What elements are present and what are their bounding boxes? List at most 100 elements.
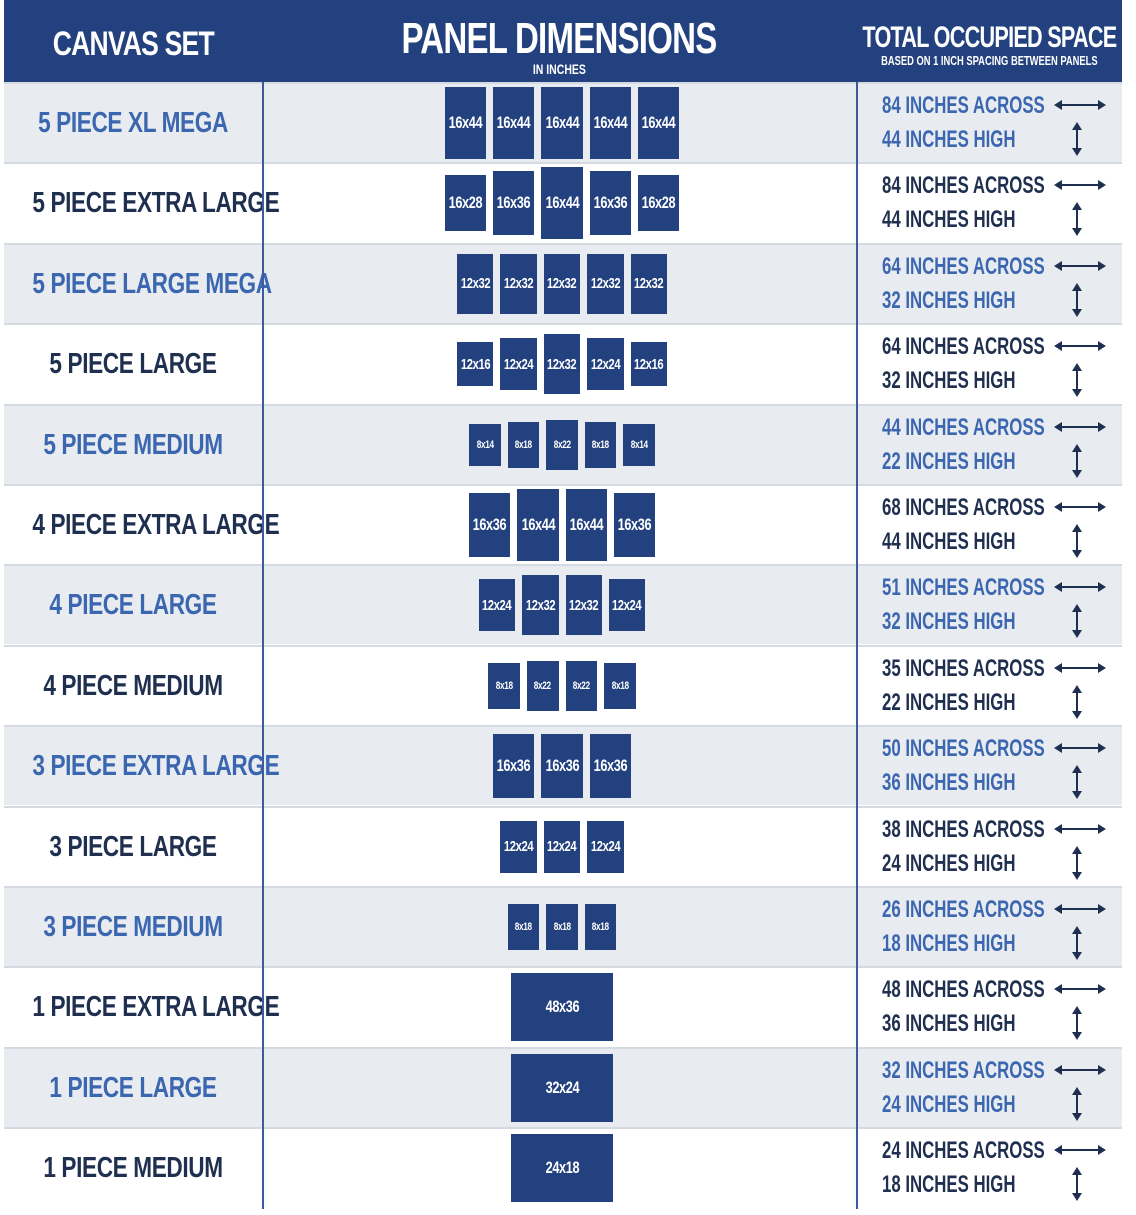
canvas-set-name: 5 PIECE LARGE — [49, 348, 217, 381]
panel-size-label: 16x44 — [641, 113, 676, 132]
panel-layout: 8x18 8x22 8x22 8x18 — [264, 647, 860, 725]
panel: 12x32 — [565, 575, 602, 636]
panel: 12x24 — [587, 820, 624, 873]
panel-size-label: 16x28 — [448, 193, 483, 213]
total-space-title: TOTAL OCCUPIED SPACE — [861, 21, 1117, 54]
panel: 8x14 — [623, 423, 655, 466]
panel: 12x24 — [500, 820, 537, 873]
table-row: 5 PIECE MEDIUM 8x14 8x18 8x22 8x18 8x14 44 I… — [4, 403, 1122, 484]
panel: 16x44 — [541, 87, 583, 159]
panel-layout: 24x18 — [264, 1129, 860, 1207]
panel: 16x44 — [541, 167, 583, 240]
table-row: 5 PIECE EXTRA LARGE 16x28 16x36 16x44 16x36… — [4, 162, 1122, 242]
panel-size-label: 16x44 — [521, 515, 555, 534]
panel-size-label: 16x44 — [593, 113, 627, 132]
height-high: 44 INCHES HIGH — [882, 126, 1016, 153]
panel-size-label: 8x14 — [476, 438, 494, 451]
panel-size-label: 12x24 — [503, 838, 534, 856]
column-divider — [262, 82, 264, 1209]
panel: 8x22 — [526, 660, 559, 711]
panel-size-label: 16x28 — [641, 193, 676, 213]
panel: 16x44 — [637, 87, 679, 159]
width-across: 48 INCHES ACROSS — [882, 976, 1045, 1004]
panel-size-label: 12x16 — [634, 355, 664, 373]
canvas-set-name: 3 PIECE LARGE — [49, 830, 217, 863]
height-high: 32 INCHES HIGH — [882, 367, 1016, 395]
panel-size-label: 8x18 — [514, 438, 532, 451]
panel-size-label: 8x18 — [514, 921, 532, 933]
panel: 16x36 — [613, 493, 655, 557]
double-arrow-horizontal-icon — [1054, 902, 1106, 921]
panel: 16x36 — [493, 734, 535, 799]
double-arrow-vertical-icon — [1070, 363, 1084, 402]
double-arrow-horizontal-icon — [1054, 178, 1106, 197]
panel: 8x18 — [488, 662, 520, 709]
panel-size-label: 8x18 — [592, 921, 610, 933]
panel-dimensions-subtitle: IN INCHES — [532, 61, 586, 77]
panel-size-label: 16x36 — [497, 193, 531, 213]
width-across: 51 INCHES ACROSS — [882, 574, 1045, 602]
double-arrow-vertical-icon — [1070, 926, 1084, 965]
double-arrow-vertical-icon — [1070, 524, 1084, 563]
height-high: 32 INCHES HIGH — [882, 286, 1016, 314]
panel: 12x32 — [500, 253, 537, 314]
panel: 48x36 — [511, 973, 613, 1042]
double-arrow-vertical-icon — [1070, 765, 1084, 804]
double-arrow-horizontal-icon — [1054, 741, 1106, 760]
table-row: 4 PIECE MEDIUM 8x18 8x22 8x22 8x18 35 INCHE… — [4, 644, 1122, 725]
panel-size-label: 16x36 — [593, 193, 627, 213]
double-arrow-horizontal-icon — [1054, 982, 1106, 1001]
height-high: 18 INCHES HIGH — [882, 1171, 1016, 1199]
panel: 8x22 — [546, 419, 578, 470]
panel-layout: 16x36 16x36 16x36 — [264, 727, 860, 805]
panel: 16x44 — [445, 87, 487, 159]
double-arrow-vertical-icon — [1070, 1086, 1084, 1126]
height-high: 36 INCHES HIGH — [882, 1010, 1016, 1038]
panel-size-label: 16x44 — [497, 113, 531, 132]
width-across: 68 INCHES ACROSS — [882, 494, 1045, 521]
canvas-set-name: 3 PIECE MEDIUM — [43, 911, 223, 943]
canvas-set-name: 3 PIECE EXTRA LARGE — [32, 750, 280, 783]
panel-dimensions-heading: PANEL DIMENSIONS IN INCHES — [264, 16, 854, 77]
canvas-set-name: 5 PIECE EXTRA LARGE — [32, 187, 280, 220]
canvas-set-name: 1 PIECE LARGE — [49, 1071, 217, 1104]
table-row: 3 PIECE EXTRA LARGE 16x36 16x36 16x36 50 I… — [4, 725, 1122, 806]
double-arrow-horizontal-icon — [1054, 1063, 1106, 1082]
panel: 12x32 — [522, 575, 559, 636]
panel: 12x24 — [587, 338, 624, 391]
double-arrow-vertical-icon — [1070, 122, 1084, 161]
double-arrow-horizontal-icon — [1054, 420, 1106, 439]
double-arrow-horizontal-icon — [1054, 580, 1106, 599]
panel-layout: 12x24 12x24 12x24 — [264, 808, 860, 886]
double-arrow-vertical-icon — [1070, 282, 1084, 322]
panel: 16x36 — [469, 493, 511, 557]
canvas-set-name: 1 PIECE EXTRA LARGE — [32, 991, 280, 1024]
total-space-subtitle: BASED ON 1 INCH SPACING BETWEEN PANELS — [880, 53, 1098, 68]
table-row: 4 PIECE EXTRA LARGE 16x36 16x44 16x44 16x36… — [4, 484, 1122, 564]
table-row: 1 PIECE LARGE 32x24 32 INCHES ACROSS 24 … — [4, 1046, 1122, 1127]
panel-size-label: 32x24 — [545, 1077, 579, 1097]
panel-size-label: 12x24 — [547, 838, 577, 856]
table-row: 3 PIECE LARGE 12x24 12x24 12x24 38 INCHES … — [4, 805, 1122, 886]
panel-size-label: 24x18 — [545, 1158, 579, 1178]
canvas-set-name: 5 PIECE XL MEGA — [38, 107, 228, 139]
table-row: 1 PIECE MEDIUM 24x18 24 INCHES ACROSS 18… — [4, 1127, 1122, 1207]
panel: 16x44 — [493, 87, 535, 159]
width-across: 50 INCHES ACROSS — [882, 735, 1045, 763]
panel-size-label: 12x32 — [568, 596, 599, 614]
panel: 12x24 — [500, 338, 537, 391]
panel: 16x44 — [565, 489, 607, 561]
panel-size-label: 16x44 — [448, 113, 483, 132]
height-high: 18 INCHES HIGH — [882, 930, 1016, 957]
panel-size-label: 12x24 — [590, 838, 621, 856]
double-arrow-horizontal-icon — [1054, 822, 1106, 841]
panel-size-label: 8x22 — [572, 679, 590, 692]
width-across: 84 INCHES ACROSS — [882, 172, 1045, 200]
panel: 16x36 — [493, 171, 535, 236]
height-high: 36 INCHES HIGH — [882, 769, 1016, 797]
panel: 8x18 — [584, 421, 617, 468]
panel-size-label: 12x32 — [503, 275, 534, 293]
height-high: 44 INCHES HIGH — [882, 528, 1016, 555]
panel-layout: 12x24 12x32 12x32 12x24 — [264, 566, 860, 644]
